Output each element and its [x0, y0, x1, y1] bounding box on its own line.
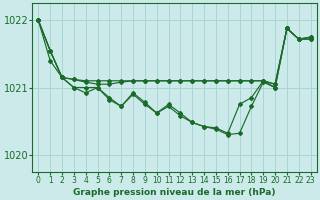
X-axis label: Graphe pression niveau de la mer (hPa): Graphe pression niveau de la mer (hPa) — [73, 188, 276, 197]
